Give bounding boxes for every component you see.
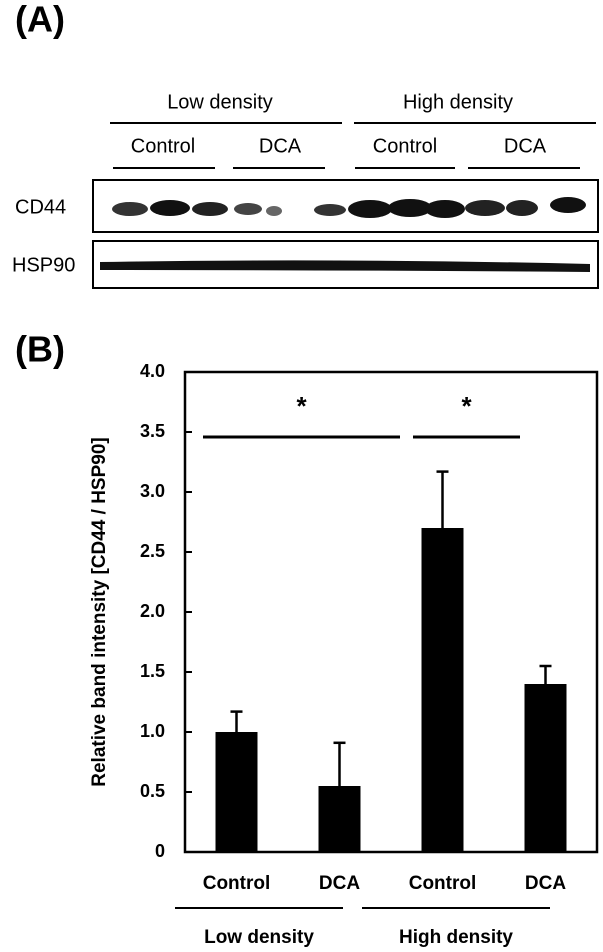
y-tick-label: 4.0 xyxy=(140,361,165,381)
bar xyxy=(421,528,464,852)
y-tick-label: 3.5 xyxy=(140,421,165,441)
y-tick-label: 1.0 xyxy=(140,721,165,741)
group-label: Low density xyxy=(204,927,314,948)
bar xyxy=(318,786,361,852)
y-tick-label: 0.5 xyxy=(140,781,165,801)
condition-label: Control xyxy=(131,135,195,157)
panel-label: (B) xyxy=(15,329,65,370)
bar xyxy=(524,684,567,852)
x-tick-label: Control xyxy=(409,873,477,894)
x-tick-label: DCA xyxy=(319,873,360,894)
y-axis-label: Relative band intensity [CD44 / HSP90] xyxy=(89,437,110,787)
group-label: High density xyxy=(403,91,513,113)
x-tick-label: Control xyxy=(203,873,271,894)
significance-mark: * xyxy=(296,391,307,421)
significance-mark: * xyxy=(461,391,472,421)
cd44-bands xyxy=(112,197,586,218)
y-tick-label: 2.5 xyxy=(140,541,165,561)
condition-label: DCA xyxy=(504,135,547,157)
y-tick-label: 1.5 xyxy=(140,661,165,681)
x-tick-label: DCA xyxy=(525,873,566,894)
y-tick-label: 3.0 xyxy=(140,481,165,501)
condition-label: DCA xyxy=(259,135,302,157)
hsp90-band xyxy=(100,260,590,272)
condition-label: Control xyxy=(373,135,437,157)
row-label: CD44 xyxy=(15,196,66,218)
y-tick-label: 0 xyxy=(155,841,165,861)
panel-label: (A) xyxy=(15,0,65,40)
row-label: HSP90 xyxy=(12,254,75,276)
bar xyxy=(215,732,258,852)
group-label: High density xyxy=(399,927,513,948)
y-tick-label: 2.0 xyxy=(140,601,165,621)
group-label: Low density xyxy=(167,91,273,113)
